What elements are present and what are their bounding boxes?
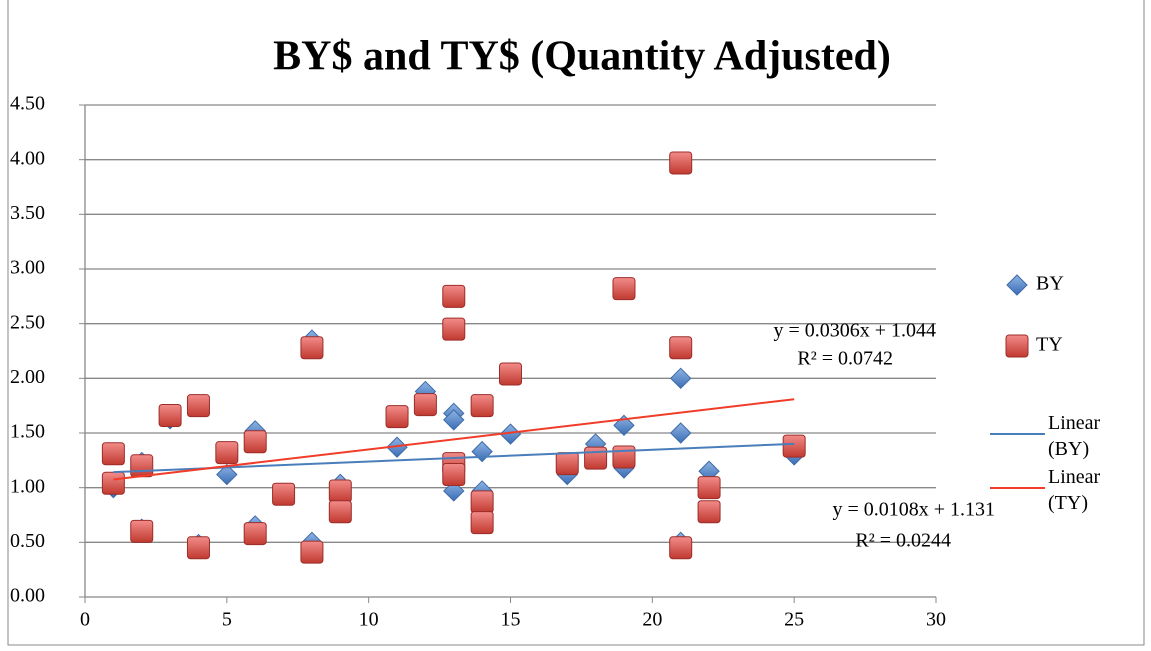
point (243, 430, 267, 454)
legend-label: Linear (TY) (1048, 466, 1101, 514)
point (471, 440, 493, 463)
legend-label: Linear (BY) (1048, 412, 1101, 460)
point (243, 522, 267, 546)
y-tick-label: 1.50 (10, 421, 45, 443)
y-tick-label: 0.00 (10, 585, 45, 607)
point (669, 336, 693, 360)
point (669, 151, 693, 175)
point (101, 442, 125, 466)
trend-r2: R² = 0.0742 (797, 348, 893, 370)
x-tick-label: 30 (926, 609, 946, 631)
trend-r2: R² = 0.0244 (855, 530, 951, 552)
point (215, 441, 239, 465)
legend-marker (1006, 274, 1028, 296)
y-tick-label: 2.50 (10, 311, 45, 333)
point (669, 422, 692, 444)
chart-frame (7, 0, 1145, 646)
point (782, 434, 806, 458)
point (272, 482, 296, 506)
x-tick-label: 25 (784, 609, 804, 631)
point (555, 452, 579, 476)
x-tick-label: 10 (359, 609, 379, 631)
trend-equation: y = 0.0108x + 1.131 (832, 499, 995, 521)
y-tick-label: 2.00 (10, 366, 45, 388)
point (413, 393, 437, 417)
point (186, 536, 210, 560)
point (443, 409, 465, 431)
y-tick-label: 3.50 (10, 202, 45, 224)
x-tick-label: 15 (501, 609, 521, 631)
point (442, 317, 466, 341)
legend-label: TY (1036, 334, 1063, 356)
x-tick-label: 5 (222, 609, 232, 631)
point (130, 519, 154, 543)
legend-label: BY (1036, 273, 1064, 295)
point (470, 511, 494, 535)
point (499, 362, 522, 386)
point (186, 394, 210, 418)
point (216, 463, 238, 486)
trendline (113, 442, 795, 474)
point (697, 476, 721, 500)
point (612, 445, 636, 469)
point (300, 540, 324, 564)
y-tick-label: 4.50 (10, 93, 45, 115)
point (697, 500, 721, 524)
point (669, 367, 692, 390)
trendline (113, 398, 795, 481)
y-tick-label: 3.00 (10, 257, 45, 279)
point (328, 479, 352, 503)
x-tick-label: 20 (642, 609, 662, 631)
point (158, 404, 182, 428)
y-tick-label: 0.50 (10, 530, 45, 552)
legend-marker (1005, 334, 1029, 358)
chart-title: BY$ and TY$ (Quantity Adjusted) (273, 34, 891, 80)
point (101, 471, 125, 495)
point (612, 277, 636, 301)
point (328, 500, 352, 524)
point (470, 394, 494, 418)
point (584, 446, 608, 470)
point (470, 490, 494, 514)
point (130, 454, 154, 478)
y-tick-label: 4.00 (10, 147, 45, 169)
point (442, 284, 466, 308)
point (442, 463, 466, 487)
point (386, 436, 408, 458)
point (385, 405, 409, 429)
y-tick-label: 1.00 (10, 475, 45, 497)
point (669, 536, 693, 560)
x-tick-label: 0 (80, 609, 90, 631)
trend-equation: y = 0.0306x + 1.044 (773, 320, 936, 342)
point (300, 336, 324, 360)
point (499, 423, 522, 445)
